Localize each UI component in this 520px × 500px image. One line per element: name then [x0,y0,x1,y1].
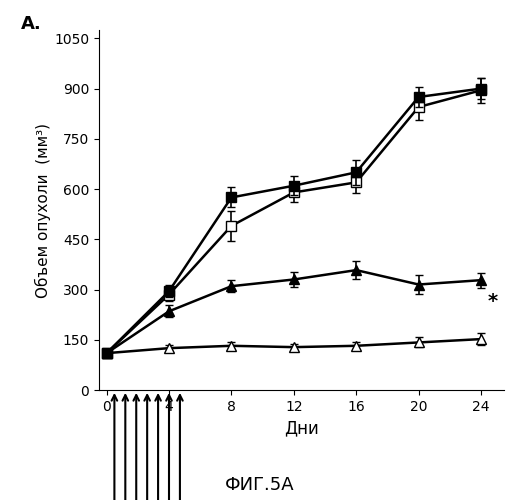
Text: А.: А. [21,15,42,33]
X-axis label: Дни: Дни [284,420,319,438]
Text: *: * [487,292,497,311]
Y-axis label: Объем опухоли  (мм³): Объем опухоли (мм³) [35,122,51,298]
Text: ФИГ.5А: ФИГ.5А [225,476,295,494]
